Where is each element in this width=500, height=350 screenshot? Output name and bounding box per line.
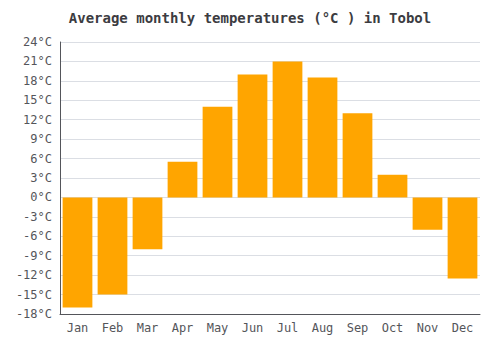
svg-text:Jul: Jul — [277, 321, 299, 335]
svg-text:Sep: Sep — [347, 321, 369, 335]
svg-text:15°C: 15°C — [23, 93, 52, 107]
svg-text:0°C: 0°C — [30, 190, 52, 204]
svg-text:Feb: Feb — [102, 321, 124, 335]
svg-text:Average monthly temperatures (: Average monthly temperatures (°C ) in To… — [69, 10, 431, 26]
svg-text:Jun: Jun — [242, 321, 264, 335]
svg-text:Apr: Apr — [172, 321, 194, 335]
svg-text:12°C: 12°C — [23, 113, 52, 127]
svg-text:21°C: 21°C — [23, 54, 52, 68]
svg-text:6°C: 6°C — [30, 152, 52, 166]
svg-text:-6°C: -6°C — [23, 229, 52, 243]
svg-text:Jan: Jan — [67, 321, 89, 335]
svg-text:9°C: 9°C — [30, 132, 52, 146]
svg-text:24°C: 24°C — [23, 35, 52, 49]
svg-text:-9°C: -9°C — [23, 249, 52, 263]
svg-text:Dec: Dec — [452, 321, 474, 335]
svg-text:-18°C: -18°C — [16, 307, 52, 321]
svg-text:Nov: Nov — [417, 321, 439, 335]
svg-text:Aug: Aug — [312, 321, 334, 335]
svg-text:May: May — [207, 321, 229, 335]
svg-text:Oct: Oct — [382, 321, 404, 335]
svg-text:-15°C: -15°C — [16, 288, 52, 302]
svg-text:-3°C: -3°C — [23, 210, 52, 224]
svg-text:3°C: 3°C — [30, 171, 52, 185]
svg-text:18°C: 18°C — [23, 74, 52, 88]
svg-text:-12°C: -12°C — [16, 268, 52, 282]
svg-text:Mar: Mar — [137, 321, 159, 335]
